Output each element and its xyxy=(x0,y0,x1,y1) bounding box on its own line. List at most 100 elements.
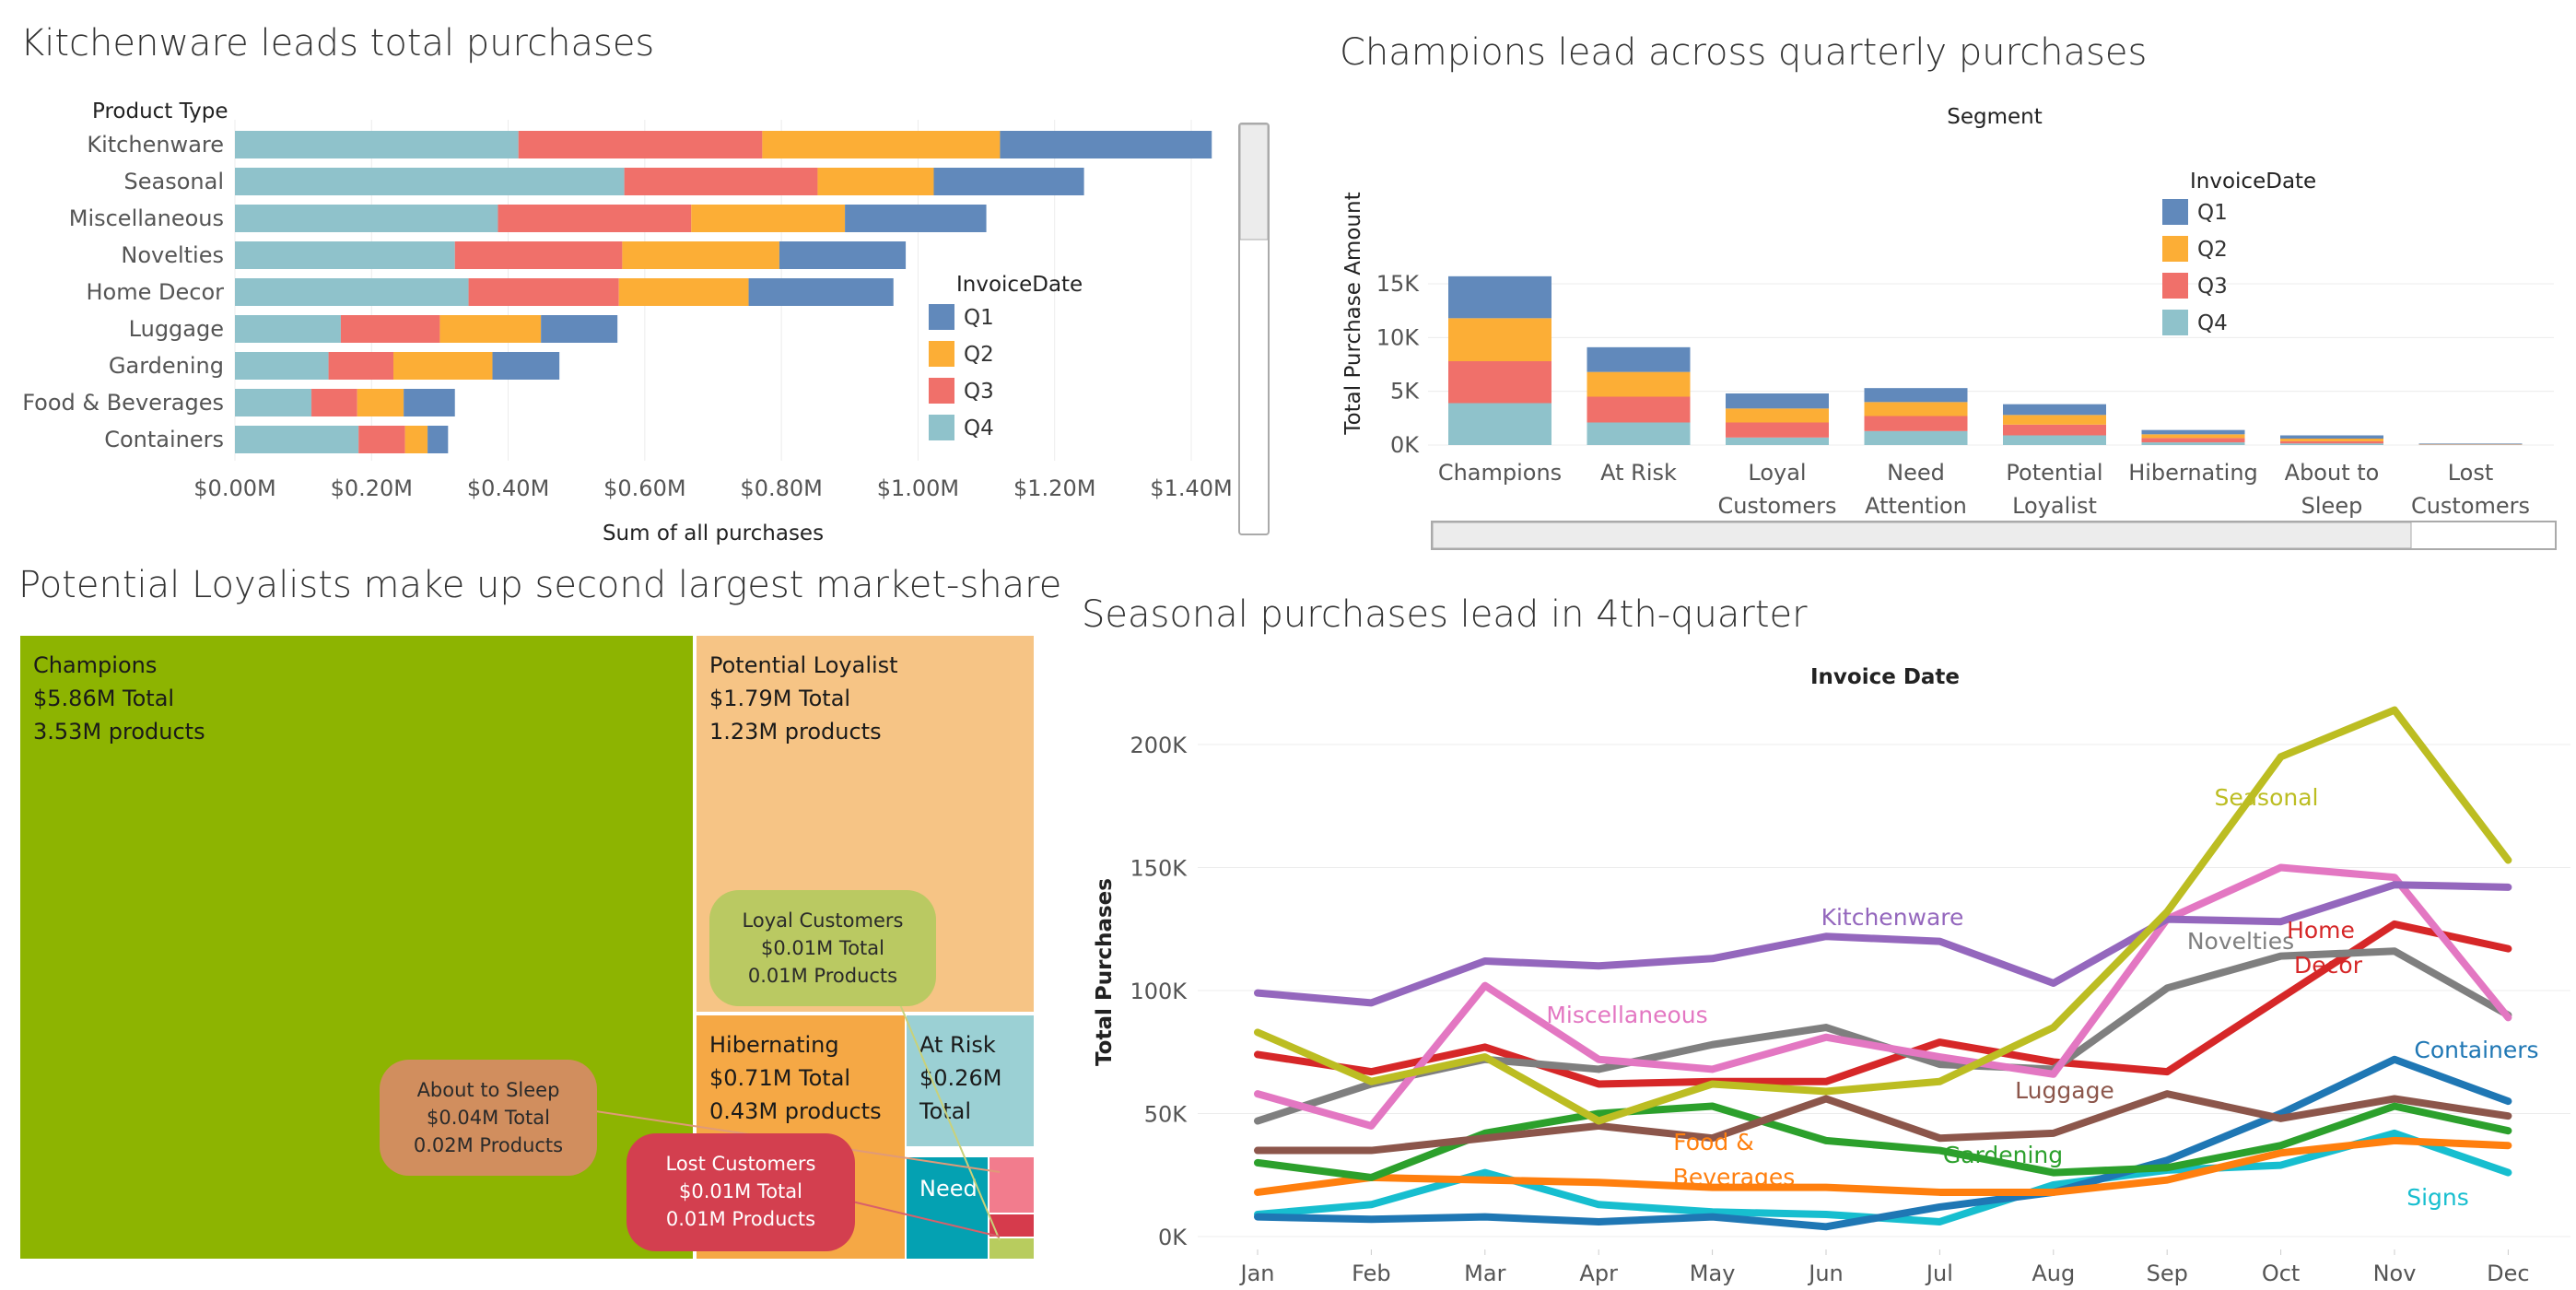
treemap-tile-small-a[interactable] xyxy=(989,1157,1034,1213)
chart1-bar-gardening-q1[interactable] xyxy=(492,352,560,380)
chart2-legend-swatch-q3[interactable] xyxy=(2162,273,2188,299)
chart1-bar-containers-q4[interactable] xyxy=(235,426,359,453)
chart1-legend-swatch-q1[interactable] xyxy=(929,304,954,330)
callout-lost-customers[interactable]: Lost Customers $0.01M Total 0.01M Produc… xyxy=(626,1133,855,1251)
chart2-bar-at-risk-q1[interactable] xyxy=(1587,346,1691,372)
chart2-bar-lost-customers-q1[interactable] xyxy=(2418,443,2523,444)
chart2-y-tick: 15K xyxy=(1376,271,1421,297)
chart2-y-tick: 10K xyxy=(1376,324,1421,350)
chart1-bar-novelties-q1[interactable] xyxy=(779,241,907,269)
chart2-bar-potential-loyalist-q2[interactable] xyxy=(2003,415,2106,425)
chart2-bar-about-to-sleep-q4[interactable] xyxy=(2280,443,2383,445)
chart2-bar-champions-q4[interactable] xyxy=(1448,403,1551,446)
chart1-bar-seasonal-q4[interactable] xyxy=(235,168,625,195)
chart2-bar-need-attention-q2[interactable] xyxy=(1864,402,1968,416)
chart4-line-kitchenware[interactable] xyxy=(1254,881,2512,1007)
chart1-bar-seasonal-q1[interactable] xyxy=(933,168,1084,195)
chart2-bar-loyal-customers-q2[interactable] xyxy=(1726,408,1829,423)
chart1-bar-kitchenware-q2[interactable] xyxy=(762,131,1001,158)
chart2-legend-swatch-q1[interactable] xyxy=(2162,199,2188,225)
chart1-bar-kitchenware-q1[interactable] xyxy=(1000,131,1212,158)
chart2-bar-loyal-customers-q3[interactable] xyxy=(1726,422,1829,438)
chart1-bar-food-beverages-q3[interactable] xyxy=(311,389,357,416)
chart1-bar-containers-q3[interactable] xyxy=(358,426,405,453)
chart4-line-luggage[interactable] xyxy=(1254,1090,2512,1155)
chart1-bar-seasonal-q2[interactable] xyxy=(817,168,934,195)
chart1-bar-home-decor-q2[interactable] xyxy=(618,278,749,306)
chart1-category-label-containers: Containers xyxy=(104,427,224,452)
chart4-line-food-beverages[interactable] xyxy=(1254,1136,2512,1196)
chart1-bar-home-decor-q3[interactable] xyxy=(468,278,619,306)
chart2-scrollbar-thumb[interactable] xyxy=(1432,522,2412,549)
chart2-bar-hibernating-q2[interactable] xyxy=(2141,434,2245,439)
chart2-bar-potential-loyalist-q4[interactable] xyxy=(2003,435,2106,446)
chart2-legend-title: InvoiceDate xyxy=(2190,170,2316,194)
chart2-bar-loyal-customers-q4[interactable] xyxy=(1726,437,1829,445)
chart1-legend-swatch-q2[interactable] xyxy=(929,341,954,367)
chart1-bar-gardening-q4[interactable] xyxy=(235,352,329,380)
chart1-bar-novelties-q2[interactable] xyxy=(622,241,779,269)
chart4-line-miscellaneous[interactable] xyxy=(1254,863,2512,1130)
chart2-bar-need-attention-q4[interactable] xyxy=(1864,430,1968,445)
chart1-bar-gardening-q3[interactable] xyxy=(328,352,394,380)
chart2-legend-swatch-q2[interactable] xyxy=(2162,236,2188,262)
chart2-bar-at-risk-q4[interactable] xyxy=(1587,422,1691,446)
chart1-bar-food-beverages-q4[interactable] xyxy=(235,389,312,416)
chart1-bar-novelties-q3[interactable] xyxy=(454,241,623,269)
chart1-legend-label-q2: Q2 xyxy=(964,343,994,367)
treemap-tile-at-risk[interactable] xyxy=(907,1015,1034,1146)
treemap-tile-need-attention[interactable] xyxy=(907,1157,988,1259)
chart2-bar-champions-q3[interactable] xyxy=(1448,361,1551,404)
chart2-bar-hibernating-q3[interactable] xyxy=(2141,438,2245,443)
chart1-bar-miscellaneous-q3[interactable] xyxy=(498,205,692,232)
chart4-line-label-food-beverages-line2: Beverages xyxy=(1673,1164,1796,1190)
chart1-bar-home-decor-q4[interactable] xyxy=(235,278,469,306)
chart2-bar-potential-loyalist-q1[interactable] xyxy=(2003,404,2106,416)
chart1-bar-miscellaneous-q2[interactable] xyxy=(691,205,846,232)
chart2-legend-swatch-q4[interactable] xyxy=(2162,310,2188,335)
chart4-line-containers[interactable] xyxy=(1254,1055,2512,1231)
chart1-bar-food-beverages-q2[interactable] xyxy=(357,389,404,416)
chart1-bar-containers-q2[interactable] xyxy=(404,426,428,453)
chart1-bar-novelties-q4[interactable] xyxy=(235,241,455,269)
chart1-bar-containers-q1[interactable] xyxy=(427,426,449,453)
chart4-y-tick: 50K xyxy=(1144,1102,1188,1128)
chart2-bar-need-attention-q3[interactable] xyxy=(1864,416,1968,431)
chart1-bar-miscellaneous-q1[interactable] xyxy=(845,205,987,232)
chart4-line-home-decor[interactable] xyxy=(1254,920,2512,1088)
chart1-legend-swatch-q4[interactable] xyxy=(929,415,954,440)
chart2-bar-loyal-customers-q1[interactable] xyxy=(1726,393,1829,409)
chart1-bar-kitchenware-q3[interactable] xyxy=(518,131,763,158)
chart4-line-label-home-decor-line2: Decor xyxy=(2294,952,2363,979)
chart2-bar-about-to-sleep-q3[interactable] xyxy=(2280,440,2383,444)
chart1-bar-food-beverages-q1[interactable] xyxy=(404,389,455,416)
chart1-legend-swatch-q3[interactable] xyxy=(929,378,954,404)
chart1-bar-home-decor-q1[interactable] xyxy=(748,278,894,306)
chart2-bar-champions-q1[interactable] xyxy=(1448,276,1551,319)
callout-loyal-customers[interactable]: Loyal Customers $0.01M Total 0.01M Produ… xyxy=(709,890,936,1006)
chart4-x-tick-may: May xyxy=(1690,1261,1736,1286)
chart2-bar-about-to-sleep-q1[interactable] xyxy=(2280,435,2383,440)
chart1-bar-luggage-q3[interactable] xyxy=(340,315,440,343)
chart2-bar-hibernating-q4[interactable] xyxy=(2141,442,2245,445)
chart1-bar-luggage-q4[interactable] xyxy=(235,315,341,343)
chart2-bar-at-risk-q2[interactable] xyxy=(1587,371,1691,397)
callout-about-to-sleep[interactable]: About to Sleep $0.04M Total 0.02M Produc… xyxy=(380,1060,597,1176)
chart1-bar-luggage-q2[interactable] xyxy=(439,315,542,343)
chart1-bar-luggage-q1[interactable] xyxy=(541,315,618,343)
chart1-x-tick: $1.40M xyxy=(1150,475,1232,501)
chart4-line-seasonal[interactable] xyxy=(1254,706,2512,1125)
chart1-bar-kitchenware-q4[interactable] xyxy=(235,131,519,158)
chart2-bar-hibernating-q1[interactable] xyxy=(2141,429,2245,435)
chart1-product-type-bars: $0.00M $0.20M $0.40M $0.60M $0.80M $1.00M $1.2… xyxy=(22,100,1270,545)
treemap-tile-small-c[interactable] xyxy=(989,1238,1034,1259)
chart1-scrollbar-thumb[interactable] xyxy=(1239,123,1269,240)
chart1-bar-gardening-q2[interactable] xyxy=(393,352,493,380)
chart2-bar-at-risk-q3[interactable] xyxy=(1587,396,1691,423)
chart2-bar-champions-q2[interactable] xyxy=(1448,318,1551,361)
chart1-bar-miscellaneous-q4[interactable] xyxy=(235,205,498,232)
chart2-bar-need-attention-q1[interactable] xyxy=(1864,388,1968,403)
chart2-bar-potential-loyalist-q3[interactable] xyxy=(2003,424,2106,436)
chart2-bar-about-to-sleep-q2[interactable] xyxy=(2280,439,2383,441)
chart1-bar-seasonal-q3[interactable] xyxy=(624,168,818,195)
